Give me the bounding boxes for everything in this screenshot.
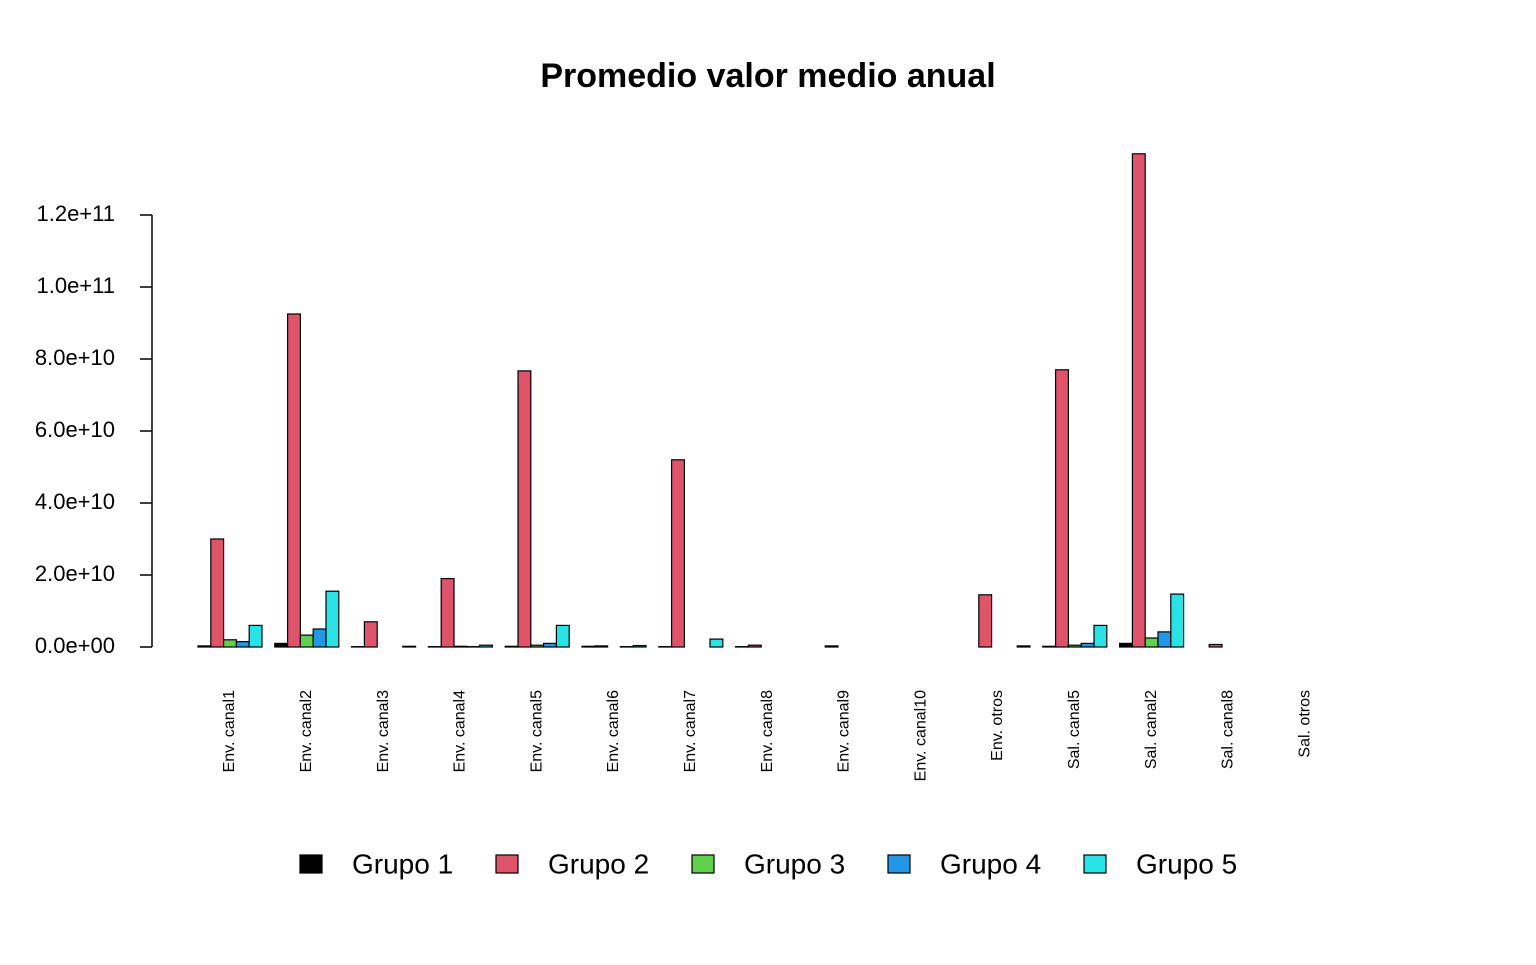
bar xyxy=(1043,646,1056,647)
x-tick-label: Env. canal6 xyxy=(605,690,622,773)
bar xyxy=(275,643,288,647)
bar xyxy=(582,646,595,647)
legend-label: Grupo 4 xyxy=(940,848,1041,879)
y-tick-label: 1.0e+11 xyxy=(36,273,115,298)
x-tick-label: Env. canal7 xyxy=(682,690,699,773)
x-tick-label: Sal. canal8 xyxy=(1220,690,1237,769)
bar xyxy=(979,595,992,647)
bar xyxy=(236,642,249,647)
bar xyxy=(518,371,531,647)
bar xyxy=(544,643,557,647)
bar xyxy=(1056,370,1069,647)
bar xyxy=(1132,154,1145,647)
x-tick-label: Sal. canal5 xyxy=(1066,690,1083,769)
x-tick-label: Env. canal3 xyxy=(375,690,392,773)
x-tick-label: Env. canal8 xyxy=(759,690,776,773)
bar xyxy=(1094,625,1107,647)
bar xyxy=(1158,632,1171,647)
x-tick-label: Env. canal2 xyxy=(298,690,315,773)
legend-swatch xyxy=(888,855,910,873)
y-tick-label: 0.0e+00 xyxy=(35,633,115,658)
bar xyxy=(672,460,685,647)
bar xyxy=(1068,645,1081,647)
bar xyxy=(505,646,518,647)
bar xyxy=(1017,646,1030,647)
chart-title: Promedio valor medio anual xyxy=(540,57,995,95)
bar xyxy=(1120,643,1133,647)
y-tick-label: 8.0e+10 xyxy=(35,345,115,370)
x-tick-label: Env. canal4 xyxy=(452,690,469,773)
bar xyxy=(710,639,723,647)
bar xyxy=(403,646,416,647)
bar xyxy=(825,646,838,647)
bar xyxy=(748,645,761,647)
y-tick-label: 6.0e+10 xyxy=(35,417,115,442)
x-tick-label: Sal. canal2 xyxy=(1143,690,1160,769)
x-tick-label: Env. canal1 xyxy=(221,690,238,773)
bar xyxy=(326,591,339,647)
legend-swatch xyxy=(692,855,714,873)
bar xyxy=(211,539,224,647)
legend-swatch xyxy=(1084,855,1106,873)
bar xyxy=(300,635,313,647)
legend-label: Grupo 5 xyxy=(1136,848,1237,879)
bar xyxy=(313,629,326,647)
x-tick-label: Env. canal9 xyxy=(836,690,853,773)
x-tick-label: Sal. otros xyxy=(1296,690,1313,758)
x-tick-label: Env. canal10 xyxy=(912,690,929,781)
bar xyxy=(249,625,262,647)
bar xyxy=(1145,638,1158,647)
bar xyxy=(198,646,211,647)
y-tick-label: 4.0e+10 xyxy=(35,489,115,514)
bar xyxy=(556,625,569,647)
bar xyxy=(1171,594,1184,647)
bar xyxy=(224,640,237,647)
bar xyxy=(364,622,377,647)
bar xyxy=(288,314,301,647)
y-tick-label: 1.2e+11 xyxy=(36,201,115,226)
x-tick-label: Env. otros xyxy=(989,690,1006,761)
bar xyxy=(595,646,608,647)
legend-label: Grupo 2 xyxy=(548,848,649,879)
bar xyxy=(1081,643,1094,647)
bar xyxy=(454,646,467,647)
legend-swatch xyxy=(300,855,322,873)
y-tick-label: 2.0e+10 xyxy=(35,561,115,586)
bar xyxy=(633,646,646,647)
legend-swatch xyxy=(496,855,518,873)
legend-label: Grupo 1 xyxy=(352,848,453,879)
legend-label: Grupo 3 xyxy=(744,848,845,879)
bar xyxy=(441,579,454,647)
bar xyxy=(480,645,493,647)
x-tick-label: Env. canal5 xyxy=(528,690,545,773)
bar xyxy=(1209,644,1222,647)
bar xyxy=(531,645,544,647)
